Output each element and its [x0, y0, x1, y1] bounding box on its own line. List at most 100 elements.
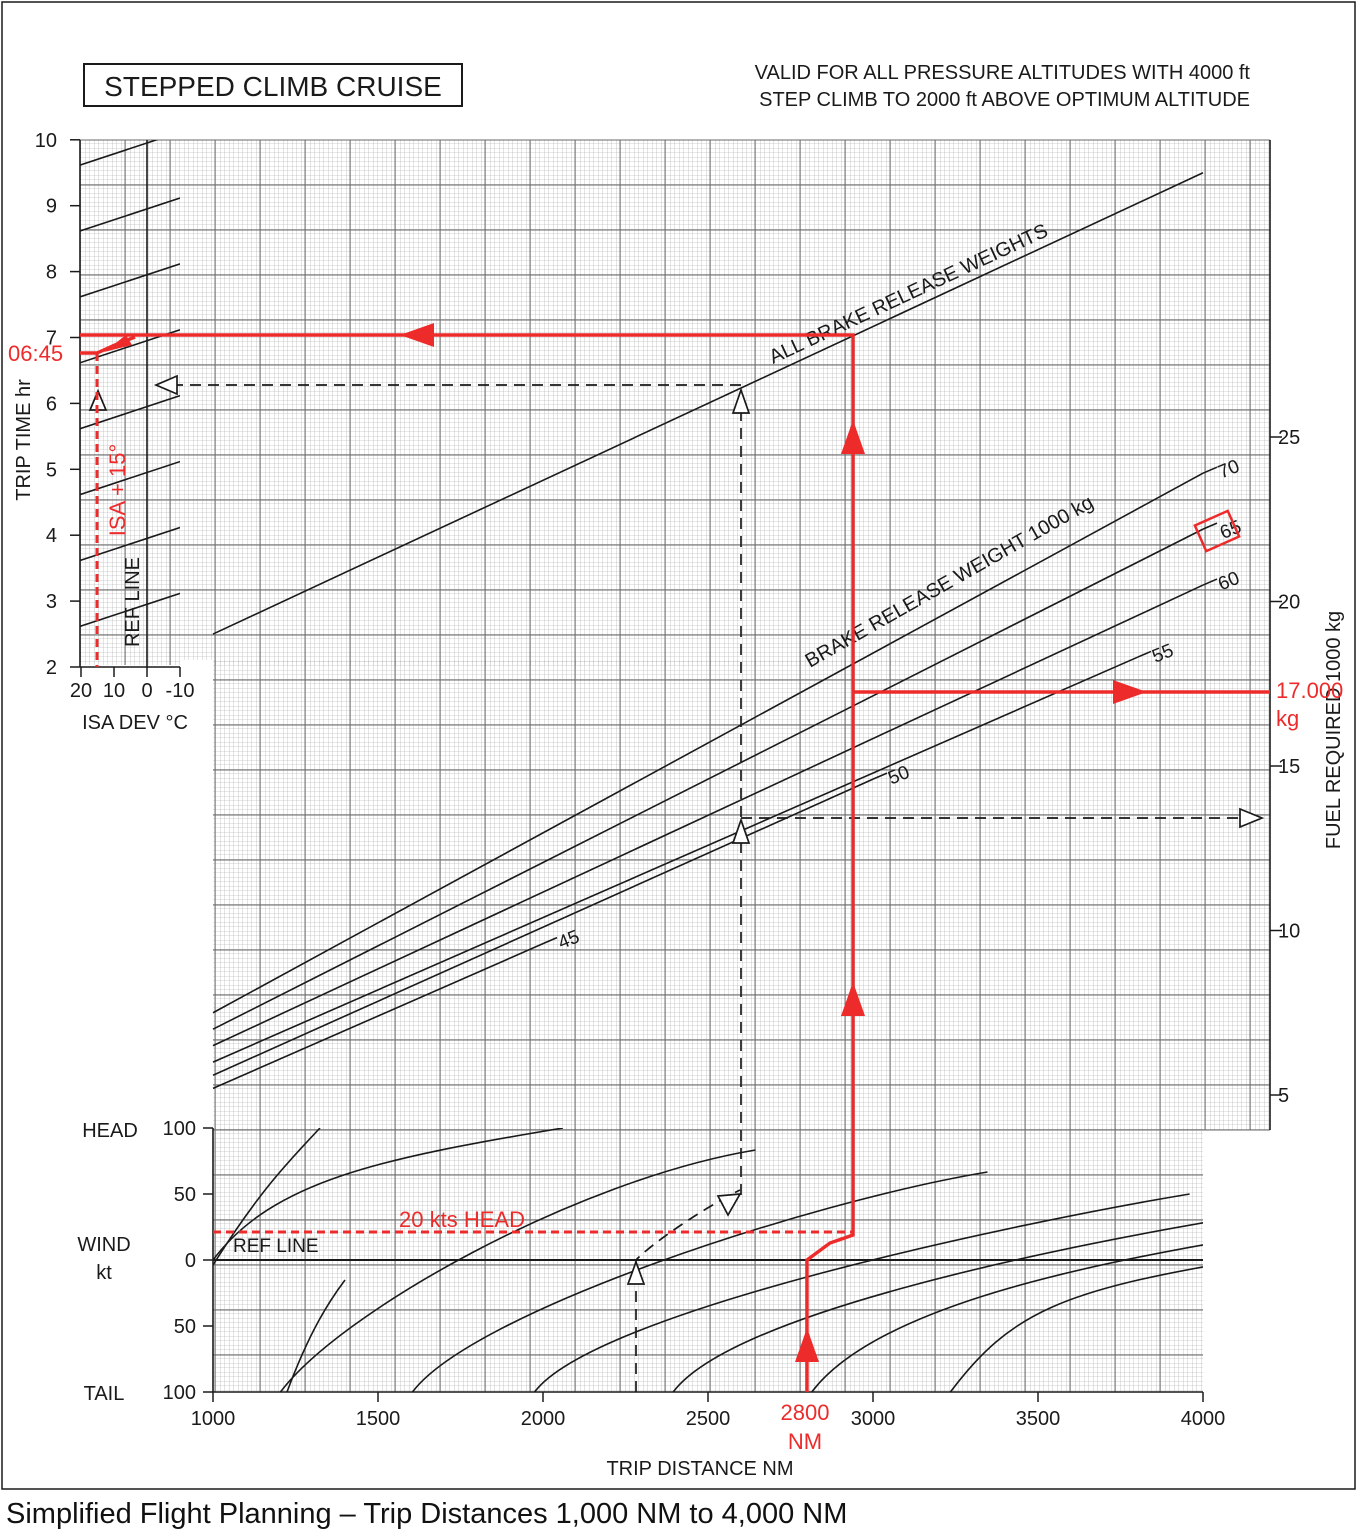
example-arrow-1	[626, 1259, 646, 1285]
validity-note: VALID FOR ALL PRESSURE ALTITUDES WITH 40…	[755, 62, 1251, 84]
wind-ref-line-label: REF LINE	[233, 1236, 319, 1257]
isa-correction-line	[80, 197, 180, 232]
fuel-tick-label: 15	[1278, 756, 1300, 778]
weight-line-tail-50	[872, 772, 888, 780]
flight-planning-chart: STEPPED CLIMB CRUISE VALID FOR ALL PRESS…	[1, 1, 1356, 1490]
wind-curve	[949, 1266, 1203, 1392]
red-time-label: 06:45	[8, 341, 63, 366]
weight-line-65	[212, 528, 1204, 1030]
red-distance-label: 2800	[781, 1400, 830, 1425]
solution-arrow-2	[841, 982, 865, 1016]
trip-time-tick-label: 6	[46, 393, 57, 415]
distance-tick-label: 4000	[1181, 1408, 1226, 1430]
weight-line-45	[212, 942, 544, 1090]
distance-tick-label: 3000	[851, 1408, 896, 1430]
wind-tick-label: 100	[163, 1382, 196, 1404]
distance-axis-label: TRIP DISTANCE NM	[606, 1458, 793, 1480]
outer-border	[1, 1, 1356, 1490]
solution-arrow-3	[841, 420, 865, 454]
solution-arrow-6	[104, 335, 132, 352]
grid-notch	[180, 660, 213, 670]
solution-arrow-4	[400, 323, 434, 347]
isa-tick-label: -10	[166, 680, 195, 702]
example-arrow-5	[153, 374, 178, 396]
wind-curve	[279, 1149, 756, 1392]
fuel-ticks: 5 10 15 20 25	[1270, 427, 1300, 1107]
wind-ticks: 100 50 0 50 100	[163, 1118, 213, 1404]
wind-curve-tail-0	[286, 1279, 346, 1392]
isa-axis-label: ISA DEV °C	[82, 712, 188, 734]
isa-tick-label: 0	[141, 680, 152, 702]
wind-curve	[811, 1244, 1203, 1392]
distance-tick-label: 1500	[356, 1408, 401, 1430]
trip-time-tick-label: 2	[46, 657, 57, 679]
trip-time-axis-label: TRIP TIME hr	[13, 379, 35, 501]
red-fuel-label: 17.000	[1276, 678, 1343, 703]
trip-time-tick-label: 7	[46, 328, 57, 350]
wind-curve-head-0	[213, 1128, 321, 1266]
chart-curves	[80, 140, 1218, 1392]
example-arrow-7	[1239, 807, 1265, 829]
fuel-axis-label: FUEL REQUIRED 1000 kg	[1323, 611, 1345, 849]
weight-line-50	[212, 778, 874, 1076]
step-climb-note: STEP CLIMB TO 2000 ft ABOVE OPTIMUM ALTI…	[759, 89, 1250, 111]
red-wind-label: 20 kts HEAD	[399, 1207, 525, 1232]
wind-curve	[411, 1171, 988, 1392]
weight-line-tail-65	[1202, 522, 1218, 530]
wind-tick-label: 50	[174, 1184, 196, 1206]
trip-time-tick-label: 8	[46, 262, 57, 284]
weight-line-tail-60	[1202, 578, 1218, 586]
solution-arrow-1	[795, 1328, 819, 1362]
example-arrow-4	[731, 387, 751, 414]
isa-correction-line	[80, 140, 159, 166]
chart-title: STEPPED CLIMB CRUISE	[104, 71, 442, 102]
isa-correction-line	[80, 263, 180, 298]
all-weights-time-line	[212, 172, 1204, 635]
red-fuel-unit: kg	[1276, 706, 1299, 731]
distance-tick-label: 1000	[191, 1408, 236, 1430]
red-distance-unit: NM	[788, 1429, 822, 1454]
distance-ticks: 1000 1500 2000 2500 3000 3500 4000	[191, 1392, 1226, 1430]
solution-arrow-5	[1113, 680, 1147, 704]
fuel-tick-label: 5	[1278, 1085, 1289, 1107]
wind-unit-label: kt	[96, 1262, 112, 1284]
title-box	[83, 63, 463, 107]
wind-label: WIND	[77, 1234, 130, 1256]
example-arrows	[88, 374, 1265, 1285]
isa-ref-line-label: REF LINE	[122, 557, 144, 647]
fuel-tick-label: 10	[1278, 921, 1300, 943]
wind-tick-label: 100	[163, 1118, 196, 1140]
weight-line-70	[212, 472, 1204, 1014]
wind-tick-label: 0	[185, 1250, 196, 1272]
weight-line-tail-45	[542, 936, 558, 945]
fuel-tick-label: 25	[1278, 427, 1300, 449]
solution-route-main	[80, 333, 855, 1392]
solution-dashed	[95, 353, 853, 1234]
trip-time-tick-label: 10	[35, 130, 57, 152]
isa-tick-label: 20	[70, 680, 92, 702]
weight-line-tail-55	[1136, 650, 1152, 659]
trip-time-tick-label: 9	[46, 196, 57, 218]
red-isa-label: ISA + 15°	[105, 444, 130, 537]
trip-time-tick-label: 4	[46, 525, 57, 547]
solution-arrows	[104, 323, 1147, 1362]
marked-weight-box	[1193, 509, 1241, 553]
example-arrow-3	[731, 817, 751, 844]
distance-tick-label: 3500	[1016, 1408, 1061, 1430]
weight-line-tail-70	[1202, 466, 1218, 474]
trip-time-tick-label: 5	[46, 459, 57, 481]
distance-tick-label: 2000	[521, 1408, 566, 1430]
wind-curves	[213, 1128, 1203, 1392]
tail-label: TAIL	[84, 1383, 125, 1405]
isa-tick-label: 10	[103, 680, 125, 702]
weight-line-60	[212, 584, 1204, 1047]
trip-time-tick-label: 3	[46, 591, 57, 613]
wind-tick-label: 50	[174, 1316, 196, 1338]
grid-area	[79, 139, 1270, 1392]
weight-line-55	[212, 656, 1138, 1063]
fuel-tick-label: 20	[1278, 592, 1300, 614]
isa-ticks: 20 10 0 -10	[70, 667, 195, 702]
wind-curve	[533, 1193, 1190, 1392]
figure-caption: Simplified Flight Planning – Trip Distan…	[6, 1498, 848, 1530]
wind-curve	[672, 1222, 1203, 1392]
